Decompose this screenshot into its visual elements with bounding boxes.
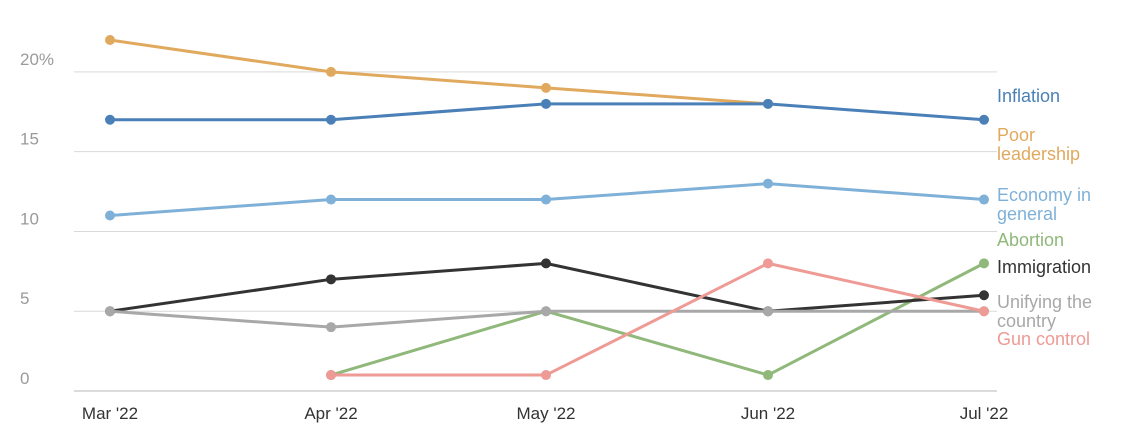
data-point-abortion-jul-22 — [979, 258, 989, 269]
x-tick-label-apr-22: Apr '22 — [304, 404, 357, 423]
x-tick-label-jul-22: Jul '22 — [960, 404, 1009, 423]
series-label-line: Poor — [997, 125, 1035, 145]
series-line-gun-control — [329, 261, 986, 377]
y-tick-label-5: 5 — [20, 289, 29, 308]
data-point-unifying-the-country-may-22 — [541, 306, 551, 317]
series-label-line: leadership — [997, 144, 1080, 164]
data-point-unifying-the-country-mar-22 — [105, 306, 115, 317]
data-point-inflation-may-22 — [541, 98, 551, 109]
data-point-poor-leadership-may-22 — [541, 82, 551, 93]
y-axis-ticks: 0 5 10 15 20% — [20, 50, 54, 388]
x-tick-label-jun-22: Jun '22 — [741, 404, 795, 423]
series-line-immigration — [108, 261, 986, 313]
y-tick-label-0: 0 — [20, 369, 29, 388]
data-point-gun-control-jun-22 — [763, 258, 773, 269]
series-label-economy-in-general: Economy in general — [997, 185, 1091, 224]
series-label-line: Abortion — [997, 230, 1064, 250]
y-tick-label-20: 20% — [20, 50, 54, 69]
series-label-line: Economy in — [997, 185, 1091, 205]
series-label-line: Inflation — [997, 86, 1060, 106]
data-point-economy-in-general-mar-22 — [105, 210, 115, 221]
data-point-gun-control-may-22 — [541, 370, 551, 381]
data-point-unifying-the-country-apr-22 — [326, 322, 336, 333]
data-point-poor-leadership-mar-22 — [105, 35, 115, 45]
data-point-immigration-may-22 — [541, 258, 551, 269]
y-tick-label-10: 10 — [20, 209, 39, 228]
series-label-immigration: Immigration — [997, 257, 1091, 277]
data-point-gun-control-jul-22 — [979, 306, 989, 317]
x-tick-label-may-22: May '22 — [517, 404, 576, 423]
series-label-line: country — [997, 311, 1056, 331]
series-label-unifying-the-country: Unifying the country — [997, 292, 1092, 331]
data-point-poor-leadership-apr-22 — [326, 66, 336, 77]
data-point-gun-control-apr-22 — [326, 370, 336, 381]
x-axis-ticks: Mar '22 Apr '22 May '22 Jun '22 Jul '22 — [82, 404, 1008, 423]
x-tick-label-mar-22: Mar '22 — [82, 404, 138, 423]
series-points — [105, 35, 989, 381]
data-point-abortion-jun-22 — [763, 370, 773, 381]
data-point-inflation-jul-22 — [979, 114, 989, 125]
data-point-economy-in-general-may-22 — [541, 194, 551, 205]
data-point-inflation-jun-22 — [763, 98, 773, 109]
series-line-poor-leadership — [108, 38, 770, 106]
data-point-economy-in-general-apr-22 — [326, 194, 336, 205]
y-tick-label-15: 15 — [20, 130, 39, 149]
data-point-economy-in-general-jul-22 — [979, 194, 989, 205]
series-label-line: Gun control — [997, 329, 1090, 349]
gridlines — [74, 71, 997, 392]
series-labels: Poor leadership Inflation Economy in general… — [997, 86, 1092, 349]
series-label-gun-control: Gun control — [997, 329, 1090, 349]
data-point-immigration-apr-22 — [326, 274, 336, 285]
data-point-unifying-the-country-jun-22 — [763, 306, 773, 317]
series-label-line: Immigration — [997, 257, 1091, 277]
series-line-abortion — [329, 261, 986, 377]
series-label-line: general — [997, 204, 1057, 224]
series-label-line: Unifying the — [997, 292, 1092, 312]
series-label-poor-leadership: Poor leadership — [997, 125, 1080, 164]
data-point-immigration-jul-22 — [979, 290, 989, 301]
data-point-economy-in-general-jun-22 — [763, 178, 773, 189]
data-point-inflation-apr-22 — [326, 114, 336, 125]
data-point-inflation-mar-22 — [105, 114, 115, 125]
series-label-inflation: Inflation — [997, 86, 1060, 106]
series-label-abortion: Abortion — [997, 230, 1064, 250]
